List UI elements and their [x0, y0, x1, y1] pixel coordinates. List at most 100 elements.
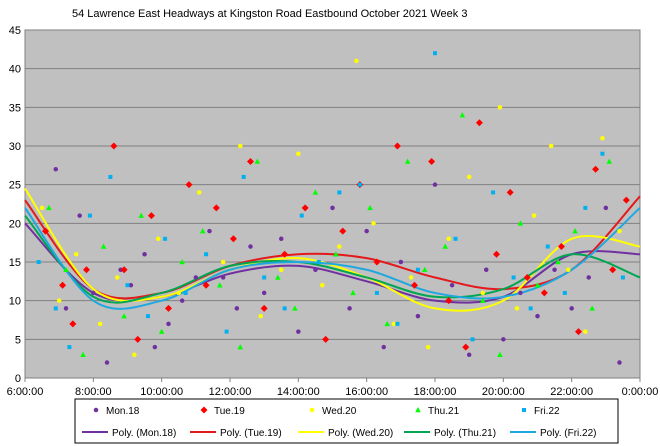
data-point-tue-19 [120, 266, 128, 274]
data-point-fri-22 [545, 244, 550, 249]
data-point-thu-21 [497, 351, 503, 358]
data-point-wed-20 [391, 321, 397, 327]
data-point-wed-20 [320, 282, 325, 288]
data-point-thu-21 [572, 228, 578, 234]
data-point-mon-18 [501, 337, 506, 342]
data-point-wed-20 [617, 228, 622, 234]
data-point-fri-22 [491, 190, 496, 195]
legend-label: Wed.20 [322, 406, 357, 417]
data-point-thu-21 [217, 282, 223, 288]
data-point-tue-19 [134, 335, 142, 343]
data-point-fri-22 [262, 275, 267, 280]
data-point-tue-19 [393, 142, 401, 150]
data-point-fri-22 [528, 306, 533, 311]
data-point-mon-18 [586, 275, 591, 280]
data-point-fri-22 [53, 306, 58, 311]
data-point-mon-18 [234, 306, 240, 311]
data-point-mon-18 [364, 228, 369, 234]
data-point-tue-19 [592, 165, 600, 173]
trendline-poly-thu-21 [24, 214, 641, 304]
data-point-mon-18 [449, 282, 455, 288]
data-point-mon-18 [484, 267, 489, 272]
data-point-tue-19 [212, 204, 220, 212]
chart-title: 54 Lawrence East Headways at Kingston Ro… [72, 8, 467, 20]
data-point-mon-18 [518, 290, 523, 296]
data-point-wed-20 [514, 306, 520, 311]
data-point-fri-22 [163, 236, 168, 241]
data-point-mon-18 [166, 321, 171, 327]
data-point-fri-22 [395, 321, 400, 326]
data-point-thu-21 [254, 158, 261, 164]
legend-label: Poly. (Fri.22) [540, 428, 597, 439]
data-point-mon-18 [104, 360, 110, 365]
data-point-fri-22 [433, 51, 437, 56]
data-point-fri-22 [583, 205, 588, 210]
data-point-tue-19 [147, 212, 155, 220]
data-point-wed-20 [371, 221, 376, 226]
legend-marker-mon-18 [93, 407, 99, 413]
data-point-tue-19 [42, 227, 49, 235]
data-point-wed-20 [408, 275, 414, 280]
data-point-tue-19 [69, 320, 77, 328]
x-tick-label: 0:00:00 [622, 386, 659, 398]
data-point-fri-22 [357, 182, 362, 187]
data-point-thu-21 [606, 158, 612, 164]
axes: 0 5 10 15 20 25 30 35 40 45 6:00:00 8:00:00 10:00:00… [7, 25, 659, 398]
data-point-mon-18 [91, 290, 96, 296]
data-point-tue-19 [59, 281, 67, 289]
data-point-wed-20 [258, 313, 263, 319]
trendline-poly-fri-22 [24, 207, 641, 310]
data-point-wed-20 [156, 236, 161, 242]
data-point-thu-21 [480, 297, 486, 303]
x-tick-label: 14:00:00 [277, 386, 320, 398]
data-point-thu-21 [384, 320, 390, 327]
y-tick-label: 10 [9, 296, 21, 308]
data-point-mon-18 [347, 306, 352, 311]
x-tick-label: 6:00:00 [7, 386, 44, 398]
x-tick-label: 10:00:00 [140, 386, 183, 398]
data-point-thu-21 [138, 212, 144, 218]
data-point-thu-21 [199, 228, 206, 234]
data-point-thu-21 [404, 158, 411, 164]
data-point-thu-21 [121, 313, 127, 319]
data-point-wed-20 [480, 290, 486, 296]
data-point-tue-19 [165, 304, 172, 312]
data-point-fri-22 [224, 329, 229, 334]
data-point-fri-22 [562, 290, 567, 295]
trendlines [24, 187, 641, 312]
data-point-tue-19 [475, 119, 483, 127]
plot-area [24, 29, 641, 379]
data-point-fri-22 [415, 267, 420, 272]
data-point-wed-20 [600, 136, 605, 141]
data-point-fri-22 [316, 260, 321, 264]
data-point-fri-22 [282, 306, 287, 311]
data-point-fri-22 [67, 345, 72, 350]
data-point-fri-22 [511, 275, 516, 280]
data-point-tue-19 [247, 157, 254, 165]
data-point-tue-19 [428, 157, 436, 165]
data-point-tue-19 [462, 343, 470, 351]
data-point-tue-19 [506, 188, 514, 196]
x-tick-label: 8:00:00 [75, 386, 112, 398]
data-point-mon-18 [569, 306, 574, 311]
data-point-mon-18 [63, 306, 69, 311]
data-point-fri-22 [87, 213, 92, 218]
data-point-mon-18 [466, 352, 472, 358]
legend-marker-thu-21 [415, 407, 421, 413]
data-point-wed-20 [220, 259, 226, 265]
data-point-mon-18 [398, 259, 404, 265]
y-tick-label: 40 [9, 64, 21, 76]
data-point-mon-18 [179, 298, 185, 303]
data-point-wed-20 [132, 352, 137, 358]
legend-label: Tue.19 [214, 406, 245, 417]
data-point-fri-22 [204, 252, 209, 257]
data-point-tue-19 [622, 196, 630, 204]
data-point-thu-21 [63, 266, 69, 272]
data-point-fri-22 [146, 314, 150, 319]
y-tick-label: 20 [9, 218, 21, 230]
data-point-mon-18 [142, 252, 147, 257]
legend-label: Poly. (Thu.21) [434, 428, 496, 439]
data-point-mon-18 [193, 275, 199, 280]
data-point-wed-20 [296, 151, 301, 156]
data-point-tue-19 [411, 281, 418, 289]
